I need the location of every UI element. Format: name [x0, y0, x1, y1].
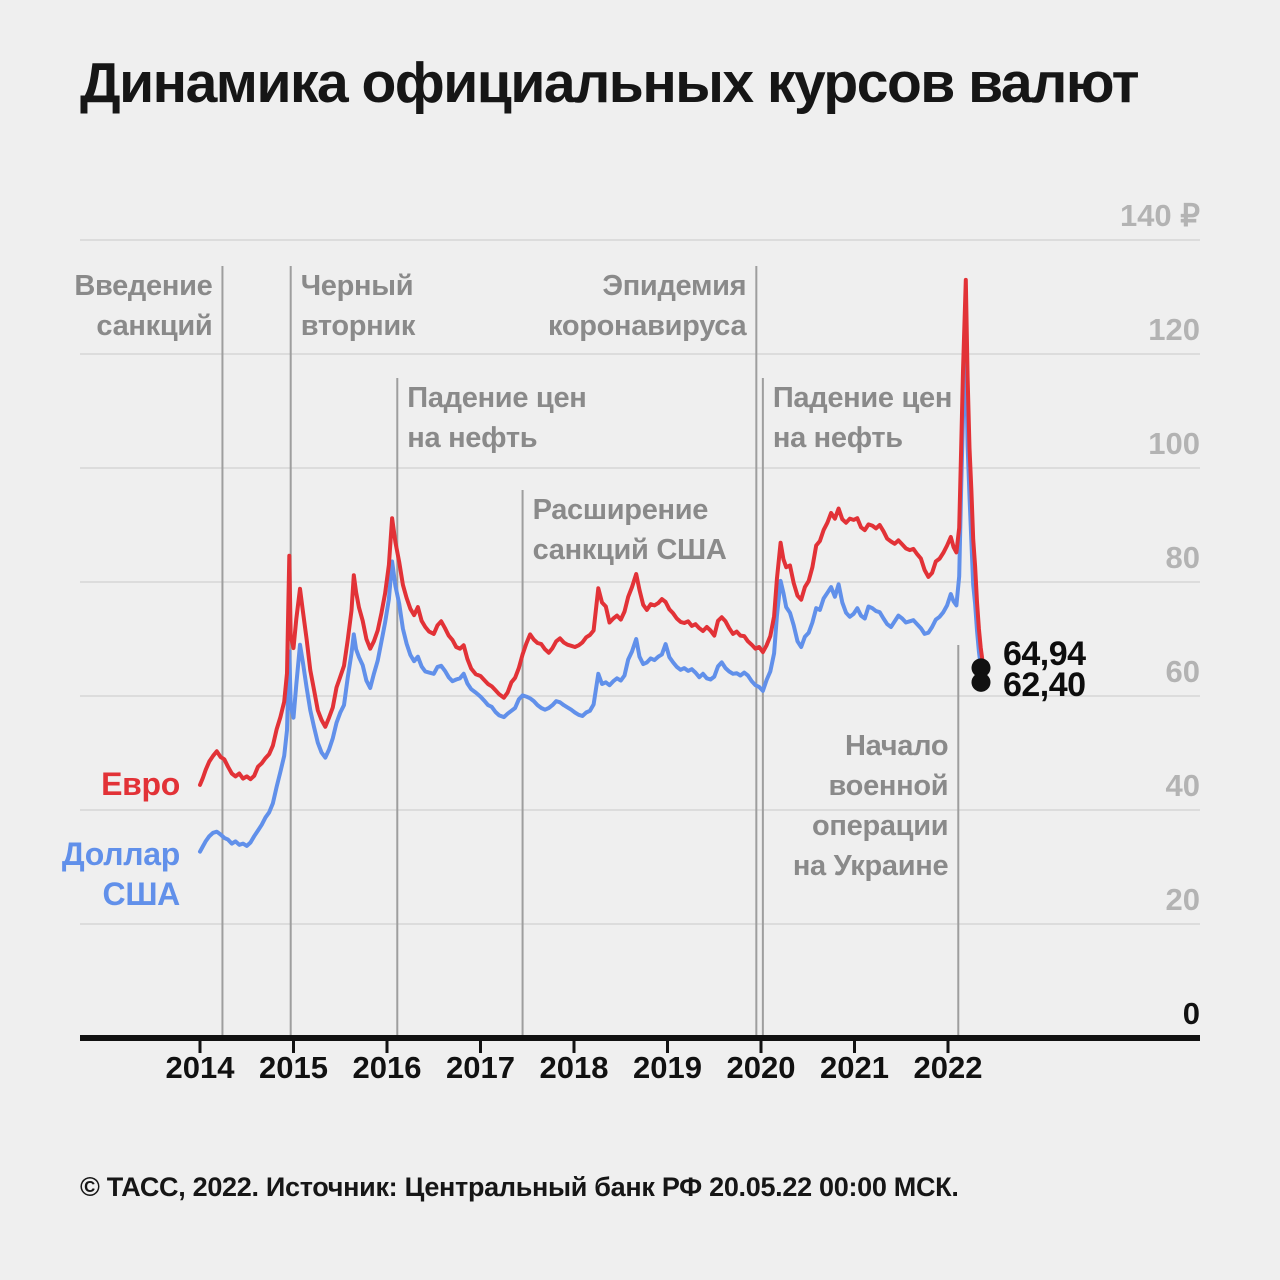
y-axis-label-20: 20	[1165, 882, 1200, 917]
event-label-line: на нефть	[772, 422, 903, 454]
y-axis-label-80: 80	[1165, 540, 1200, 575]
event-label-line: на Украине	[792, 850, 949, 882]
legend-dollar-line: США	[102, 876, 181, 912]
event-label-line: военной	[828, 770, 949, 802]
x-axis-label-2022: 2022	[913, 1050, 983, 1085]
event-label-line: коронавируса	[547, 310, 747, 342]
x-tick-2016	[385, 1041, 389, 1053]
y-axis-label-120: 120	[1148, 312, 1200, 347]
x-axis-label-2018: 2018	[539, 1050, 609, 1085]
event-label-oil-fall-2020: Падение цен на нефть	[773, 378, 1093, 458]
y-axis-label-60: 60	[1165, 654, 1200, 689]
y-axis-label-0: 0	[1182, 996, 1200, 1031]
event-label-sanctions-2014: Введение санкций	[0, 266, 212, 346]
y-axis-label-40: 40	[1165, 768, 1200, 803]
x-tick-2020	[759, 1041, 763, 1053]
legend-euro: Евро	[101, 766, 180, 802]
event-label-line: санкций США	[532, 534, 727, 566]
y-axis-label-100: 100	[1148, 426, 1200, 461]
event-label-line: Начало	[845, 730, 949, 762]
source-copyright: © ТАСС, 2022. Источник: Центральный банк…	[80, 1172, 959, 1202]
event-label-line: вторник	[300, 310, 416, 342]
series-line-dollar	[198, 349, 986, 854]
series-line-euro	[198, 277, 986, 787]
x-axis-label-2020: 2020	[726, 1050, 796, 1085]
event-label-line: Падение цен	[772, 382, 953, 414]
event-label-covid-epidemic: Эпидемия коронавируса	[426, 266, 747, 346]
event-label-line: на нефть	[407, 422, 538, 454]
event-label-oil-fall-2016: Падение цен на нефть	[407, 378, 727, 458]
legend-dollar-line: Доллар	[61, 836, 180, 872]
y-axis-label-140: 140 ₽	[1119, 198, 1200, 233]
x-tick-2014	[198, 1041, 202, 1053]
event-label-line: Черный	[300, 270, 414, 302]
x-tick-2015	[292, 1041, 295, 1053]
x-axis-label-2021: 2021	[820, 1050, 889, 1085]
event-label-line: Расширение	[532, 494, 709, 526]
end-dot-euro	[971, 658, 991, 678]
x-axis-line	[80, 1035, 1200, 1041]
event-label-military-operation: Начало военной операции на Украине	[628, 726, 949, 886]
x-tick-2017	[479, 1041, 482, 1053]
event-label-line: санкций	[96, 310, 213, 342]
event-label-line: Падение цен	[407, 382, 587, 414]
x-tick-2019	[666, 1041, 669, 1053]
x-tick-2021	[853, 1041, 856, 1053]
legend-dollar: Доллар США	[0, 834, 180, 914]
x-axis-label-2014: 2014	[165, 1050, 235, 1085]
end-value-euro: 64,94	[1002, 634, 1086, 673]
event-label-line: Эпидемия	[602, 270, 747, 302]
end-dot-dollar	[971, 672, 991, 692]
x-axis-label-2019: 2019	[633, 1050, 702, 1085]
x-axis-label-2015: 2015	[259, 1050, 328, 1085]
event-label-line: Введение	[74, 270, 213, 302]
page-title: Динамика официальных курсов валют	[80, 51, 1140, 115]
x-axis-label-2017: 2017	[446, 1050, 515, 1085]
end-value-dollar: 62,40	[1002, 666, 1086, 705]
event-label-line: операции	[811, 810, 949, 842]
event-label-us-sanctions-expansion: Расширение санкций США	[533, 490, 853, 570]
x-tick-2022	[946, 1041, 950, 1053]
x-tick-2018	[572, 1041, 576, 1053]
x-axis-label-2016: 2016	[352, 1050, 422, 1085]
event-label-black-tuesday: Черный вторник	[301, 266, 621, 346]
